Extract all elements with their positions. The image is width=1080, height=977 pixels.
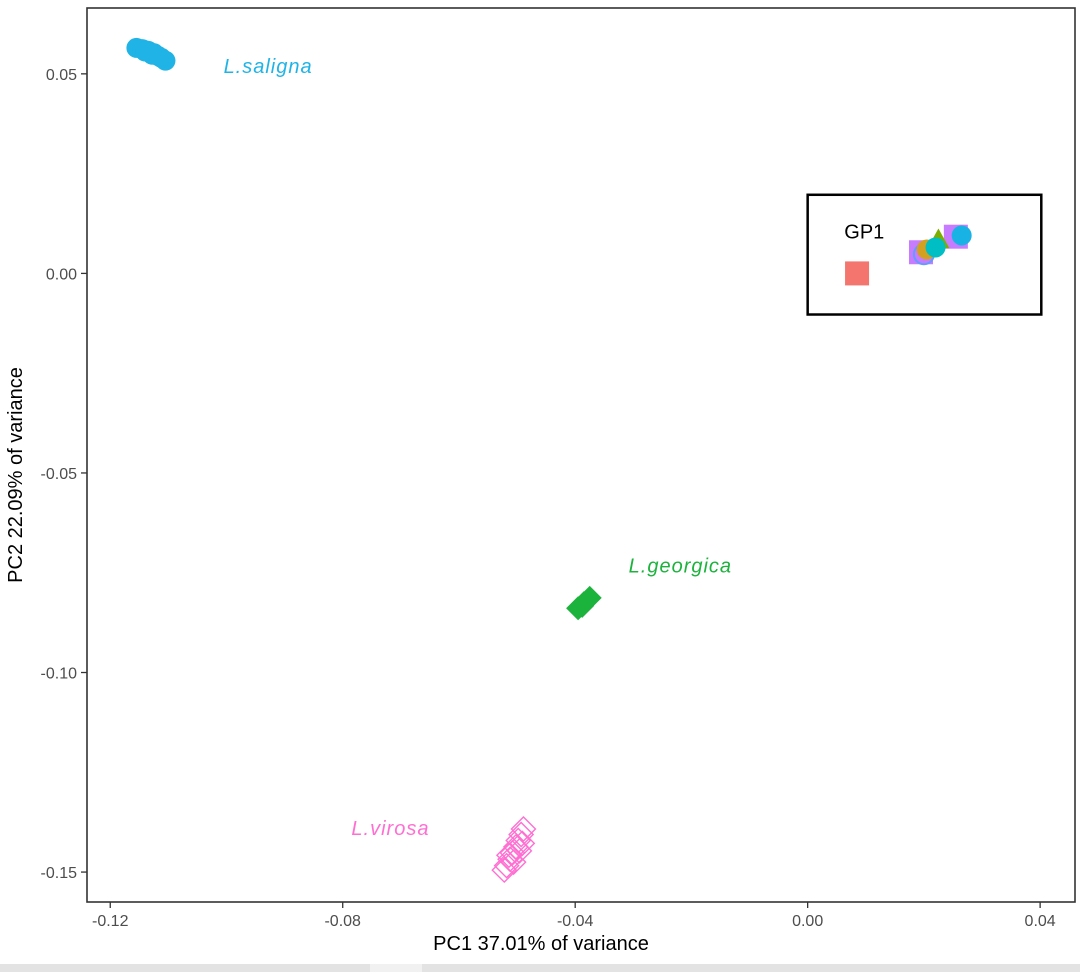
plot-panel-border [86, 7, 1076, 903]
label-l-saligna: L.saligna [224, 56, 313, 78]
point-l-georgica [570, 593, 595, 618]
point-gp1 [925, 237, 946, 258]
point-l-saligna [135, 41, 156, 62]
gp1-highlight-box [806, 193, 1043, 316]
x-tick-label: -0.04 [557, 913, 594, 930]
y-axis-title: PC2 22.09% of variance [5, 367, 27, 583]
point-l-virosa [491, 857, 518, 884]
point-l-virosa [500, 849, 527, 876]
y-tick-label: 0.05 [46, 67, 77, 84]
y-tick-label: -0.15 [41, 865, 78, 882]
point-l-virosa [509, 830, 536, 857]
scrollbar-thumb[interactable] [370, 964, 422, 972]
window-scrollbar[interactable] [0, 964, 1080, 972]
x-tick-label: -0.12 [92, 913, 129, 930]
label-l-georgica: L.georgica [629, 555, 732, 577]
point-gp1 [951, 225, 972, 246]
point-l-virosa [499, 839, 526, 866]
x-tick-label: -0.08 [324, 913, 361, 930]
label-gp1: GP1 [844, 222, 884, 244]
point-l-virosa [506, 837, 533, 864]
point-l-virosa [510, 815, 537, 842]
point-gp1 [845, 261, 870, 286]
x-axis-title: PC1 37.01% of variance [433, 933, 649, 955]
point-l-virosa [495, 842, 522, 869]
label-l-virosa: L.virosa [351, 818, 429, 840]
x-tick-label: 0.00 [792, 913, 823, 930]
y-tick-label: 0.00 [46, 266, 77, 283]
y-tick-label: -0.10 [41, 666, 78, 683]
y-tick-label: -0.05 [41, 466, 78, 483]
x-tick-label: 0.04 [1025, 913, 1056, 930]
